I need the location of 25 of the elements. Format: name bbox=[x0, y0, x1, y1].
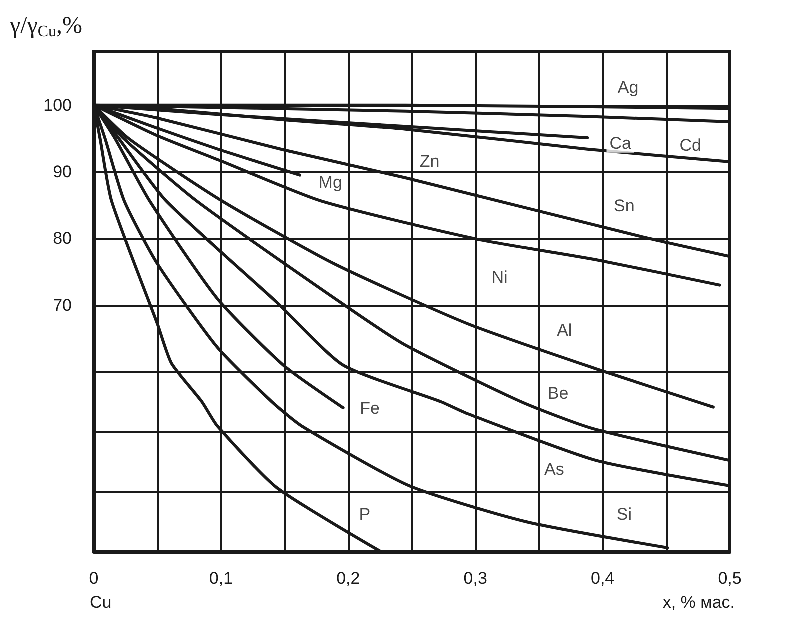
annotation: Ag bbox=[618, 78, 639, 97]
x-tick-label: 0,4 bbox=[590, 569, 615, 588]
annotation: Fe bbox=[360, 399, 380, 418]
x-tick-label: 0,2 bbox=[336, 569, 360, 588]
annotation: Ni bbox=[492, 268, 508, 287]
annotation: Ca bbox=[610, 134, 632, 153]
x-axis-title: x, % мас. bbox=[662, 593, 736, 612]
y-tick-label: 70 bbox=[53, 296, 72, 315]
annotation: P bbox=[359, 505, 371, 524]
annotation: Si bbox=[616, 505, 632, 524]
y-tick-label: 90 bbox=[53, 162, 72, 182]
y-tick-label: 80 bbox=[53, 229, 72, 248]
y-tick-label: 100 bbox=[44, 96, 72, 115]
x-tick-label: 0 bbox=[89, 569, 99, 588]
annotation: As bbox=[544, 460, 564, 479]
annotation: Be bbox=[548, 384, 569, 403]
annotation: Cd bbox=[680, 136, 702, 155]
annotation: Zn bbox=[420, 152, 440, 171]
x-tick-label: 0,3 bbox=[464, 569, 488, 588]
text: Cu bbox=[90, 593, 112, 612]
annotation: Mg bbox=[318, 173, 342, 192]
x-tick-label: 0,5 bbox=[718, 569, 742, 588]
annotation: Al bbox=[557, 321, 572, 340]
x-tick-label: 0,1 bbox=[209, 569, 234, 588]
annotation: Sn bbox=[614, 196, 635, 216]
